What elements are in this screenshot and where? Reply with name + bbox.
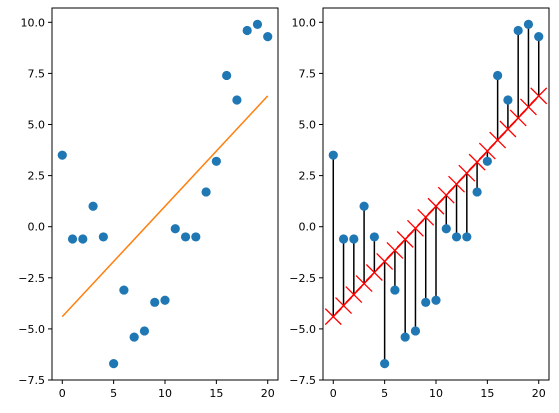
plot-area bbox=[324, 19, 548, 369]
data-point bbox=[523, 19, 534, 29]
data-point bbox=[369, 232, 379, 242]
data-point bbox=[57, 150, 67, 160]
data-point bbox=[67, 234, 78, 244]
data-point bbox=[462, 232, 472, 242]
x-tick-label: 20 bbox=[261, 387, 275, 400]
data-point bbox=[328, 150, 338, 160]
data-point bbox=[263, 32, 273, 42]
subplot-2: 0 5 10 15 20 −7.5 −5.0 −2.5 0.0 2.5 5.0 7.5 10.0 bbox=[289, 7, 550, 400]
data-point bbox=[503, 95, 513, 105]
data-point bbox=[359, 201, 369, 211]
x-tick-label: 0 bbox=[330, 387, 337, 400]
x-tick-label: 5 bbox=[110, 387, 117, 400]
y-tick-label: 7.5 bbox=[299, 67, 317, 80]
x-tick-label: 20 bbox=[532, 387, 546, 400]
data-point bbox=[513, 25, 523, 36]
data-point bbox=[150, 297, 160, 307]
x-tick-label: 10 bbox=[158, 387, 172, 400]
data-point bbox=[472, 187, 482, 197]
y-tick-label: −2.5 bbox=[289, 272, 316, 285]
data-point bbox=[88, 201, 98, 211]
data-point bbox=[98, 232, 108, 242]
x-tick-label: 10 bbox=[429, 387, 443, 400]
data-point bbox=[534, 32, 544, 42]
data-point bbox=[170, 224, 180, 234]
data-point bbox=[180, 232, 191, 242]
data-point bbox=[160, 295, 170, 305]
data-point bbox=[242, 25, 252, 36]
y-tick-label: 5.0 bbox=[28, 119, 46, 132]
data-point bbox=[222, 70, 232, 81]
x-tick-label: 15 bbox=[480, 387, 494, 400]
y-tick-label: 2.5 bbox=[28, 170, 46, 183]
data-point bbox=[441, 224, 451, 234]
data-point bbox=[109, 359, 119, 369]
y-tick-label: 0.0 bbox=[299, 221, 317, 234]
y-tick-label: −7.5 bbox=[289, 374, 316, 387]
data-point bbox=[252, 19, 263, 29]
data-point bbox=[410, 326, 421, 336]
y-tick-label: 7.5 bbox=[28, 67, 46, 80]
data-point bbox=[78, 234, 88, 244]
data-point bbox=[338, 234, 349, 244]
data-point bbox=[421, 297, 431, 307]
y-tick-label: −2.5 bbox=[18, 272, 45, 285]
y-tick-label: 0.0 bbox=[28, 221, 46, 234]
x-tick-label: 15 bbox=[209, 387, 223, 400]
fit-line bbox=[61, 95, 269, 318]
y-tick-label: 10.0 bbox=[21, 16, 46, 29]
y-tick-label: 2.5 bbox=[299, 170, 317, 183]
y-tick-label: −7.5 bbox=[18, 374, 45, 387]
data-point bbox=[380, 359, 390, 369]
y-tick-label: 10.0 bbox=[292, 16, 317, 29]
data-point bbox=[482, 156, 492, 166]
data-point bbox=[129, 332, 139, 342]
data-point bbox=[493, 70, 503, 81]
plot-area bbox=[57, 19, 273, 369]
y-tick-label: −5.0 bbox=[18, 323, 45, 336]
plot-background bbox=[52, 8, 278, 380]
data-point bbox=[390, 285, 400, 295]
data-point bbox=[119, 285, 129, 295]
y-tick-label: −5.0 bbox=[289, 323, 316, 336]
x-tick-label: 0 bbox=[59, 387, 66, 400]
data-point bbox=[201, 187, 211, 197]
y-tick-label: 5.0 bbox=[299, 119, 317, 132]
plot-background bbox=[323, 8, 549, 380]
data-point bbox=[431, 295, 441, 305]
subplot-1: 0 5 10 15 20 −7.5 −5.0 −2.5 0.0 2.5 5.0 7.5 10.0 bbox=[18, 7, 279, 400]
data-point bbox=[400, 332, 410, 342]
data-point bbox=[191, 232, 201, 242]
data-point bbox=[232, 95, 242, 105]
data-point bbox=[451, 232, 462, 242]
data-point bbox=[349, 234, 359, 244]
data-point bbox=[211, 156, 221, 166]
fit-marker bbox=[530, 87, 548, 105]
data-point bbox=[139, 326, 150, 336]
x-tick-label: 5 bbox=[381, 387, 388, 400]
